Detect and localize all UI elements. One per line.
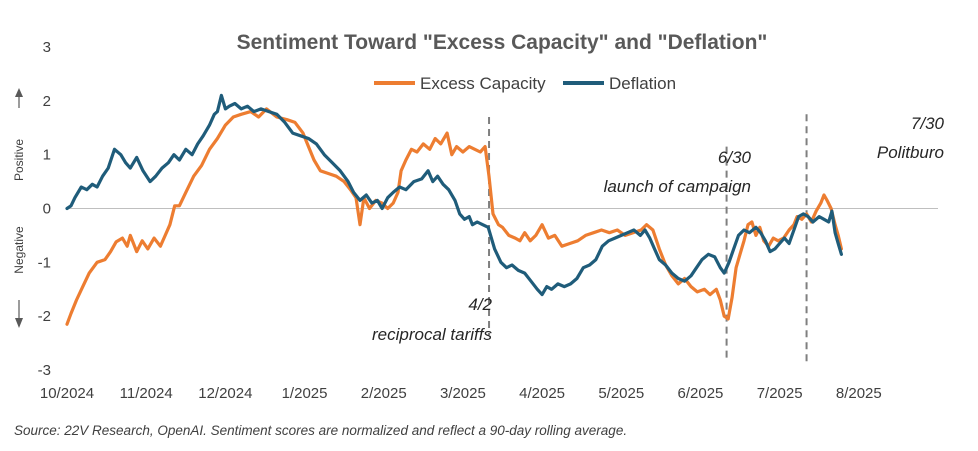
legend: Excess Capacity Deflation bbox=[374, 74, 676, 93]
annotation-text: 7/30 bbox=[911, 114, 945, 133]
series-lines bbox=[65, 93, 843, 326]
legend-label-deflation: Deflation bbox=[609, 74, 676, 93]
series-line-deflation bbox=[65, 93, 843, 297]
positive-label: Positive bbox=[12, 139, 26, 181]
annotation-text: 6/30 bbox=[718, 148, 752, 167]
y-tick-label: -1 bbox=[38, 254, 51, 271]
x-tick-label: 6/2025 bbox=[678, 385, 724, 402]
annotation-text: Politburo bbox=[877, 143, 944, 162]
x-tick-label: 3/2025 bbox=[440, 385, 486, 402]
series-line-excess-capacity bbox=[65, 107, 843, 326]
y-tick-label: 3 bbox=[43, 39, 51, 56]
annotation-text: launch of campaign bbox=[604, 177, 751, 196]
x-tick-label: 7/2025 bbox=[757, 385, 803, 402]
x-axis-ticks: 10/2024 11/2024 12/2024 1/2025 2/2025 3/2025 4… bbox=[40, 385, 882, 402]
chart-title: Sentiment Toward "Excess Capacity" and "… bbox=[237, 31, 768, 54]
source-note: Source: 22V Research, OpenAI. Sentiment … bbox=[14, 423, 628, 438]
y-side-labels: Positive Negative bbox=[12, 88, 26, 328]
x-tick-label: 2/2025 bbox=[361, 385, 407, 402]
annotation-text: 4/2 bbox=[468, 295, 492, 314]
y-tick-label: 0 bbox=[43, 201, 51, 218]
y-axis-ticks: -3 -2 -1 0 1 2 3 bbox=[38, 39, 51, 379]
x-tick-label: 1/2025 bbox=[282, 385, 328, 402]
negative-label: Negative bbox=[12, 226, 26, 274]
y-tick-label: -2 bbox=[38, 308, 51, 325]
event-annotations: 4/2 reciprocal tariffs 6/30 launch of campa… bbox=[372, 114, 945, 362]
y-tick-label: 1 bbox=[43, 147, 51, 164]
x-tick-label: 5/2025 bbox=[598, 385, 644, 402]
y-tick-label: 2 bbox=[43, 93, 51, 110]
x-tick-label: 4/2025 bbox=[519, 385, 565, 402]
x-tick-label: 10/2024 bbox=[40, 385, 94, 402]
y-tick-label: -3 bbox=[38, 362, 51, 379]
x-tick-label: 11/2024 bbox=[120, 385, 173, 402]
annotation-text: reciprocal tariffs bbox=[372, 325, 492, 344]
legend-label-excess-capacity: Excess Capacity bbox=[420, 74, 546, 93]
x-tick-label: 12/2024 bbox=[198, 385, 252, 402]
x-tick-label: 8/2025 bbox=[836, 385, 882, 402]
